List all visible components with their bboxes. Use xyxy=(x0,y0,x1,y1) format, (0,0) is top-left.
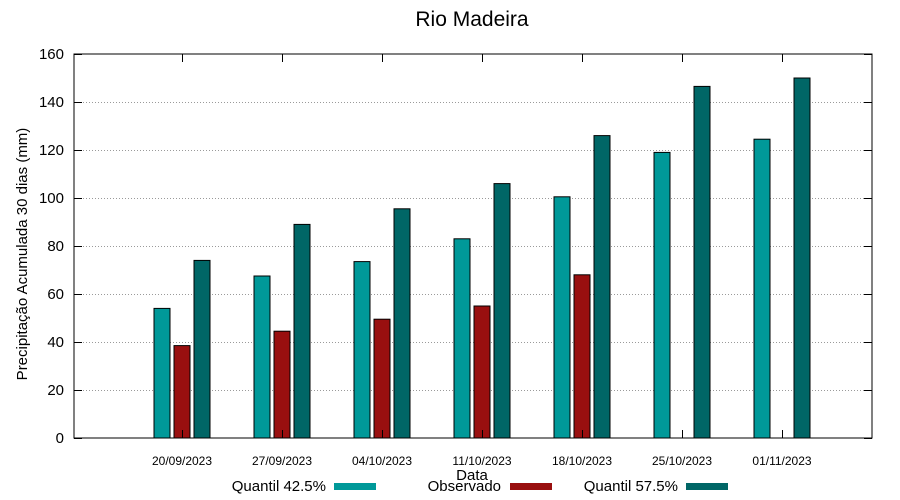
bar-observado-4 xyxy=(573,274,591,439)
bar-quantil-42-5--6 xyxy=(753,138,771,439)
legend-label-observado: Observado xyxy=(428,478,501,495)
y-tick-label: 60 xyxy=(47,286,64,303)
y-tick-label: 140 xyxy=(39,94,64,111)
bar-quantil-57-5--5 xyxy=(693,85,711,439)
bars xyxy=(153,77,811,439)
axis-ticks xyxy=(74,54,872,439)
x-tick-label: 01/11/2023 xyxy=(752,454,811,468)
legend-swatch-observado xyxy=(510,483,552,490)
bar-quantil-57-5--4 xyxy=(593,135,611,439)
y-tick-labels: 0 20 40 60 80 100 120 140 160 xyxy=(39,46,64,447)
bar-quantil-42-5--1 xyxy=(253,275,271,439)
x-tick-labels: 20/09/2023 27/09/2023 04/10/2023 11/10/2023… xyxy=(152,454,812,468)
chart-title: Rio Madeira xyxy=(415,8,529,31)
bar-observado-2 xyxy=(373,318,391,439)
legend: Quantil 42.5% Observado Quantil 57.5% xyxy=(232,478,728,495)
x-tick-label: 25/10/2023 xyxy=(652,454,712,468)
bar-quantil-42-5--5 xyxy=(653,151,671,439)
y-tick-label: 80 xyxy=(47,238,64,255)
x-axis-label: Data xyxy=(456,467,488,484)
x-tick-label: 04/10/2023 xyxy=(352,454,412,468)
bar-quantil-57-5--2 xyxy=(393,208,411,439)
bar-observado-3 xyxy=(473,305,491,439)
bar-quantil-57-5--3 xyxy=(493,183,511,439)
y-tick-label: 20 xyxy=(47,382,64,399)
bar-observado-0 xyxy=(173,345,191,439)
legend-label-quantil-42-5-: Quantil 42.5% xyxy=(232,478,326,495)
bar-quantil-42-5--0 xyxy=(153,307,171,439)
x-tick-label: 20/09/2023 xyxy=(152,454,212,468)
y-tick-label: 40 xyxy=(47,334,64,351)
bar-quantil-57-5--1 xyxy=(293,223,311,439)
y-tick-label: 160 xyxy=(39,46,64,63)
y-tick-label: 120 xyxy=(39,142,64,159)
bar-quantil-42-5--2 xyxy=(353,261,371,439)
bar-quantil-42-5--4 xyxy=(553,196,571,439)
legend-swatch-quantil-42-5- xyxy=(334,483,376,490)
bar-observado-1 xyxy=(273,330,291,439)
x-tick-label: 11/10/2023 xyxy=(452,454,511,468)
bar-quantil-57-5--0 xyxy=(193,259,211,439)
bar-quantil-42-5--3 xyxy=(453,238,471,439)
x-tick-label: 27/09/2023 xyxy=(252,454,312,468)
bar-quantil-57-5--6 xyxy=(793,77,811,439)
y-tick-label: 100 xyxy=(39,190,64,207)
legend-swatch-quantil-57-5- xyxy=(686,483,728,490)
legend-label-quantil-57-5-: Quantil 57.5% xyxy=(584,478,678,495)
y-axis-label: Precipitação Acumulada 30 dias (mm) xyxy=(14,128,31,381)
x-tick-label: 18/10/2023 xyxy=(552,454,612,468)
y-tick-label: 0 xyxy=(56,430,64,447)
